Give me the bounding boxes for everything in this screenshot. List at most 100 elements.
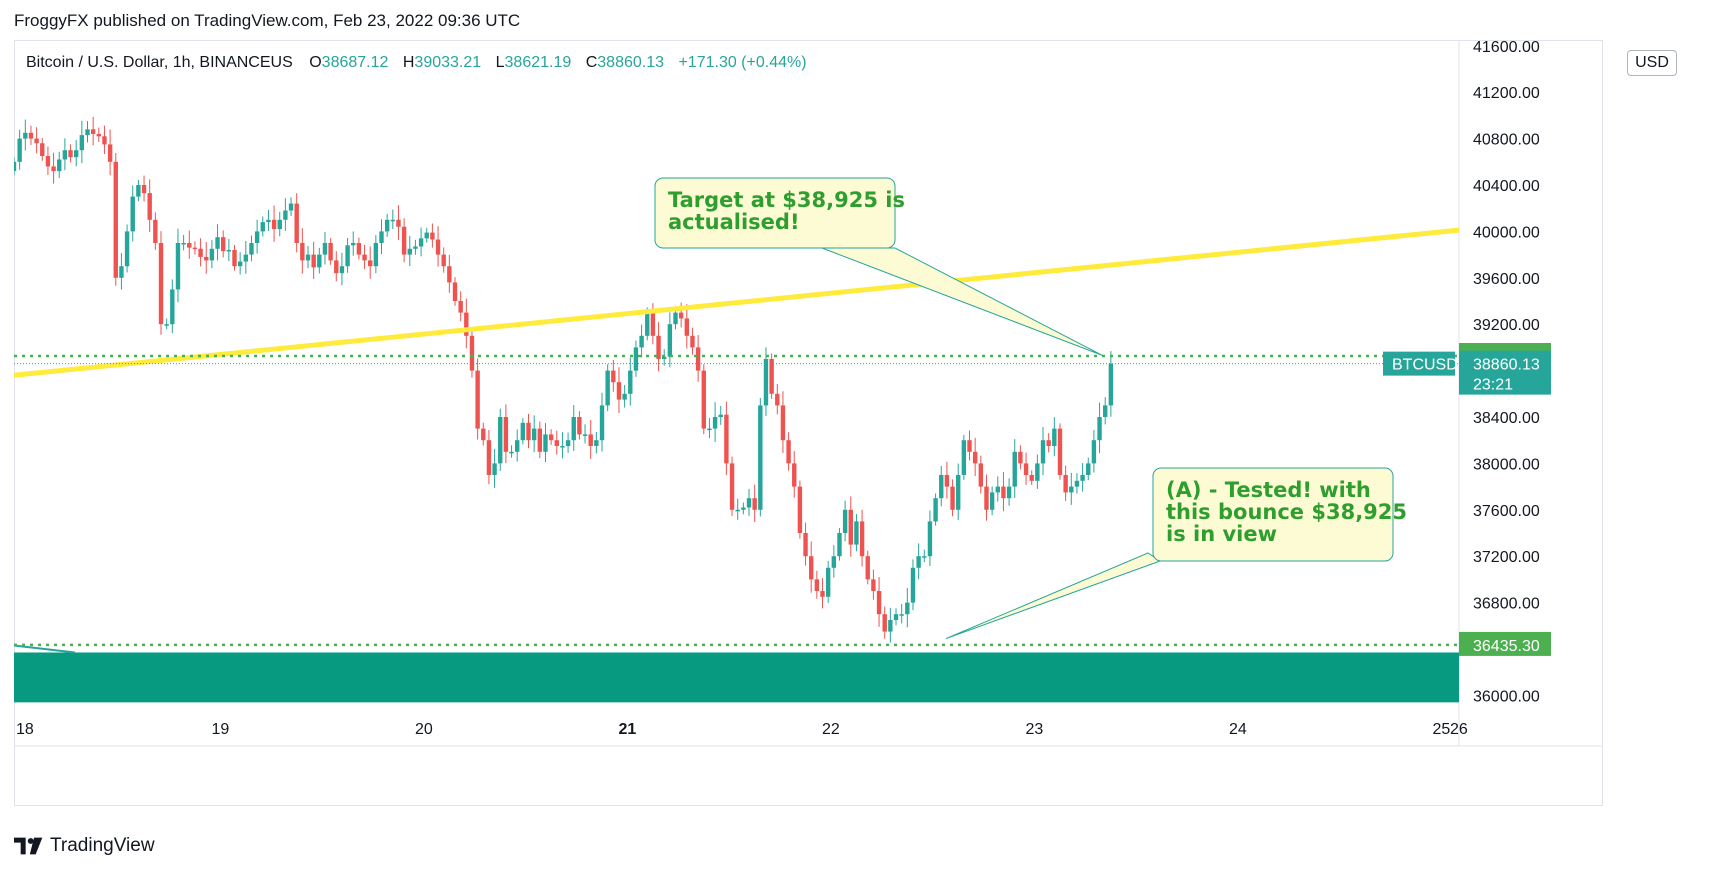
candle-down[interactable] <box>147 193 152 220</box>
candle-down[interactable] <box>192 247 198 250</box>
candle-down[interactable] <box>435 239 441 255</box>
candle-down[interactable] <box>650 312 656 336</box>
candle-down[interactable] <box>90 129 96 134</box>
candle-up[interactable] <box>825 567 831 597</box>
candle-up[interactable] <box>237 261 243 267</box>
candle-up[interactable] <box>763 359 769 406</box>
candle-up[interactable] <box>85 129 90 136</box>
candle-up[interactable] <box>1052 428 1057 446</box>
candle-up[interactable] <box>492 463 497 475</box>
candle-down[interactable] <box>752 498 757 510</box>
candle-down[interactable] <box>102 136 107 145</box>
candle-up[interactable] <box>956 475 961 510</box>
candle-up[interactable] <box>922 556 927 558</box>
candle-down[interactable] <box>356 243 362 255</box>
candle-down[interactable] <box>45 156 51 167</box>
candle-down[interactable] <box>972 451 978 464</box>
candle-down[interactable] <box>950 486 955 510</box>
candle-down[interactable] <box>396 219 401 227</box>
candle-down[interactable] <box>294 203 299 243</box>
candle-down[interactable] <box>401 226 407 255</box>
candle-down[interactable] <box>577 417 582 435</box>
candle-up[interactable] <box>1040 440 1046 464</box>
candle-up[interactable] <box>73 150 79 158</box>
candle-up[interactable] <box>1080 475 1085 481</box>
candle-down[interactable] <box>803 533 808 557</box>
candle-up[interactable] <box>17 138 22 162</box>
candle-up[interactable] <box>384 219 390 232</box>
candle-down[interactable] <box>724 414 729 464</box>
currency-badge[interactable]: USD <box>1627 50 1677 76</box>
candle-down[interactable] <box>204 256 209 261</box>
candle-up[interactable] <box>413 246 418 249</box>
candle-down[interactable] <box>271 219 277 230</box>
candle-up[interactable] <box>1012 451 1017 487</box>
candle-down[interactable] <box>464 312 469 336</box>
candle-up[interactable] <box>628 370 633 394</box>
candle-up[interactable] <box>12 161 17 172</box>
candle-down[interactable] <box>1023 463 1029 475</box>
candle-down[interactable] <box>300 243 305 261</box>
candle-down[interactable] <box>458 301 463 313</box>
candle-down[interactable] <box>441 254 446 267</box>
candle-down[interactable] <box>820 591 825 597</box>
candle-down[interactable] <box>232 249 237 267</box>
candle-down[interactable] <box>526 422 531 441</box>
candle-up[interactable] <box>1074 480 1080 487</box>
candle-down[interactable] <box>678 312 684 319</box>
legend-symbol[interactable]: Bitcoin / U.S. Dollar, 1h, BINANCEUS <box>26 54 293 71</box>
candle-down[interactable] <box>481 428 486 441</box>
candle-down[interactable] <box>187 243 192 248</box>
candle-down[interactable] <box>1057 428 1063 475</box>
candle-down[interactable] <box>96 133 102 137</box>
candle-down[interactable] <box>328 243 333 261</box>
candle-up[interactable] <box>707 428 712 431</box>
candle-up[interactable] <box>373 243 379 267</box>
candle-down[interactable] <box>28 132 34 139</box>
candle-up[interactable] <box>181 243 186 245</box>
candle-down[interactable] <box>475 370 480 429</box>
candle-down[interactable] <box>1029 475 1034 481</box>
candle-down[interactable] <box>220 237 226 252</box>
candle-down[interactable] <box>447 266 452 283</box>
candle-up[interactable] <box>916 556 921 568</box>
candle-up[interactable] <box>605 370 610 406</box>
candle-up[interactable] <box>933 498 938 522</box>
candle-down[interactable] <box>859 521 865 557</box>
candle-up[interactable] <box>509 451 514 454</box>
candle-up[interactable] <box>498 417 503 464</box>
candle-down[interactable] <box>1018 451 1023 464</box>
candle-up[interactable] <box>418 238 424 247</box>
candle-up[interactable] <box>633 347 639 371</box>
candle-down[interactable] <box>848 509 853 545</box>
candle-up[interactable] <box>622 393 627 400</box>
candle-up[interactable] <box>254 231 260 243</box>
candle-down[interactable] <box>367 260 373 267</box>
candle-up[interactable] <box>758 405 763 510</box>
candle-up[interactable] <box>639 335 644 348</box>
candle-down[interactable] <box>548 434 554 441</box>
trendline[interactable] <box>14 227 1459 378</box>
symbol-tag[interactable]: BTCUSD <box>1392 357 1458 374</box>
candle-down[interactable] <box>701 370 706 429</box>
candle-up[interactable] <box>645 312 650 336</box>
candle-up[interactable] <box>1091 440 1097 464</box>
candle-down[interactable] <box>469 335 475 371</box>
candle-down[interactable] <box>797 486 803 533</box>
candle-down[interactable] <box>113 161 118 278</box>
candle-up[interactable] <box>79 135 85 151</box>
candle-up[interactable] <box>209 248 215 261</box>
candle-up[interactable] <box>582 434 588 436</box>
candle-down[interactable] <box>769 359 774 394</box>
candle-up[interactable] <box>599 405 605 441</box>
candle-up[interactable] <box>899 614 904 616</box>
candle-down[interactable] <box>588 434 593 446</box>
candle-down[interactable] <box>51 166 56 172</box>
candle-up[interactable] <box>1006 486 1012 499</box>
candle-down[interactable] <box>153 219 158 243</box>
candle-up[interactable] <box>842 509 848 533</box>
candle-up[interactable] <box>277 219 282 230</box>
candle-up[interactable] <box>571 417 576 441</box>
candle-up[interactable] <box>1103 405 1108 417</box>
candle-down[interactable] <box>611 370 616 383</box>
